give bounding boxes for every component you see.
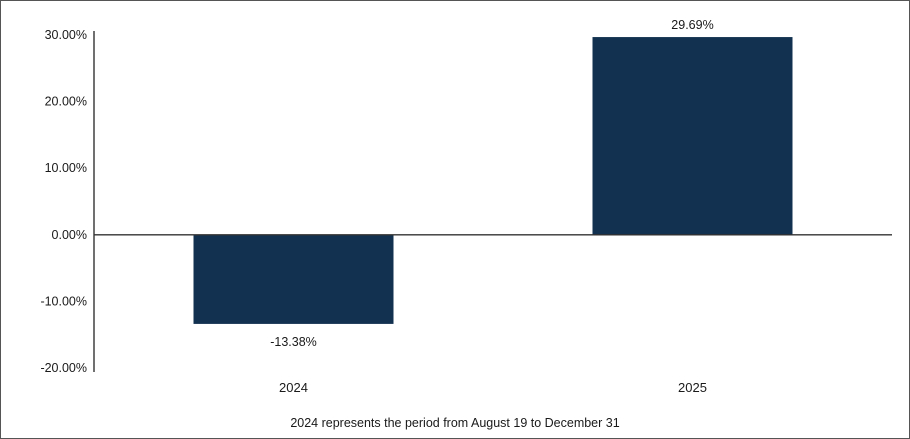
footnote: 2024 represents the period from August 1… [290,416,620,430]
x-axis-categories: 2024 2025 [279,380,707,395]
y-tick-label: 0.00% [52,228,87,242]
y-tick-label: 30.00% [45,28,87,42]
y-tick-label: -10.00% [40,294,87,308]
data-label-2025: 29.69% [671,18,713,32]
x-category-label: 2025 [678,380,707,395]
y-tick-label: 20.00% [45,95,87,109]
y-axis-ticks: 30.00% 20.00% 10.00% 0.00% -10.00% -20.00% [40,28,87,375]
bar-2025 [592,37,793,235]
bars [193,37,793,324]
data-label-2024: -13.38% [270,335,317,349]
y-tick-label: -20.00% [40,361,87,375]
y-tick-label: 10.00% [45,161,87,175]
x-category-label: 2024 [279,380,308,395]
data-labels: -13.38% 29.69% [270,18,713,349]
bar-2024 [193,234,394,324]
